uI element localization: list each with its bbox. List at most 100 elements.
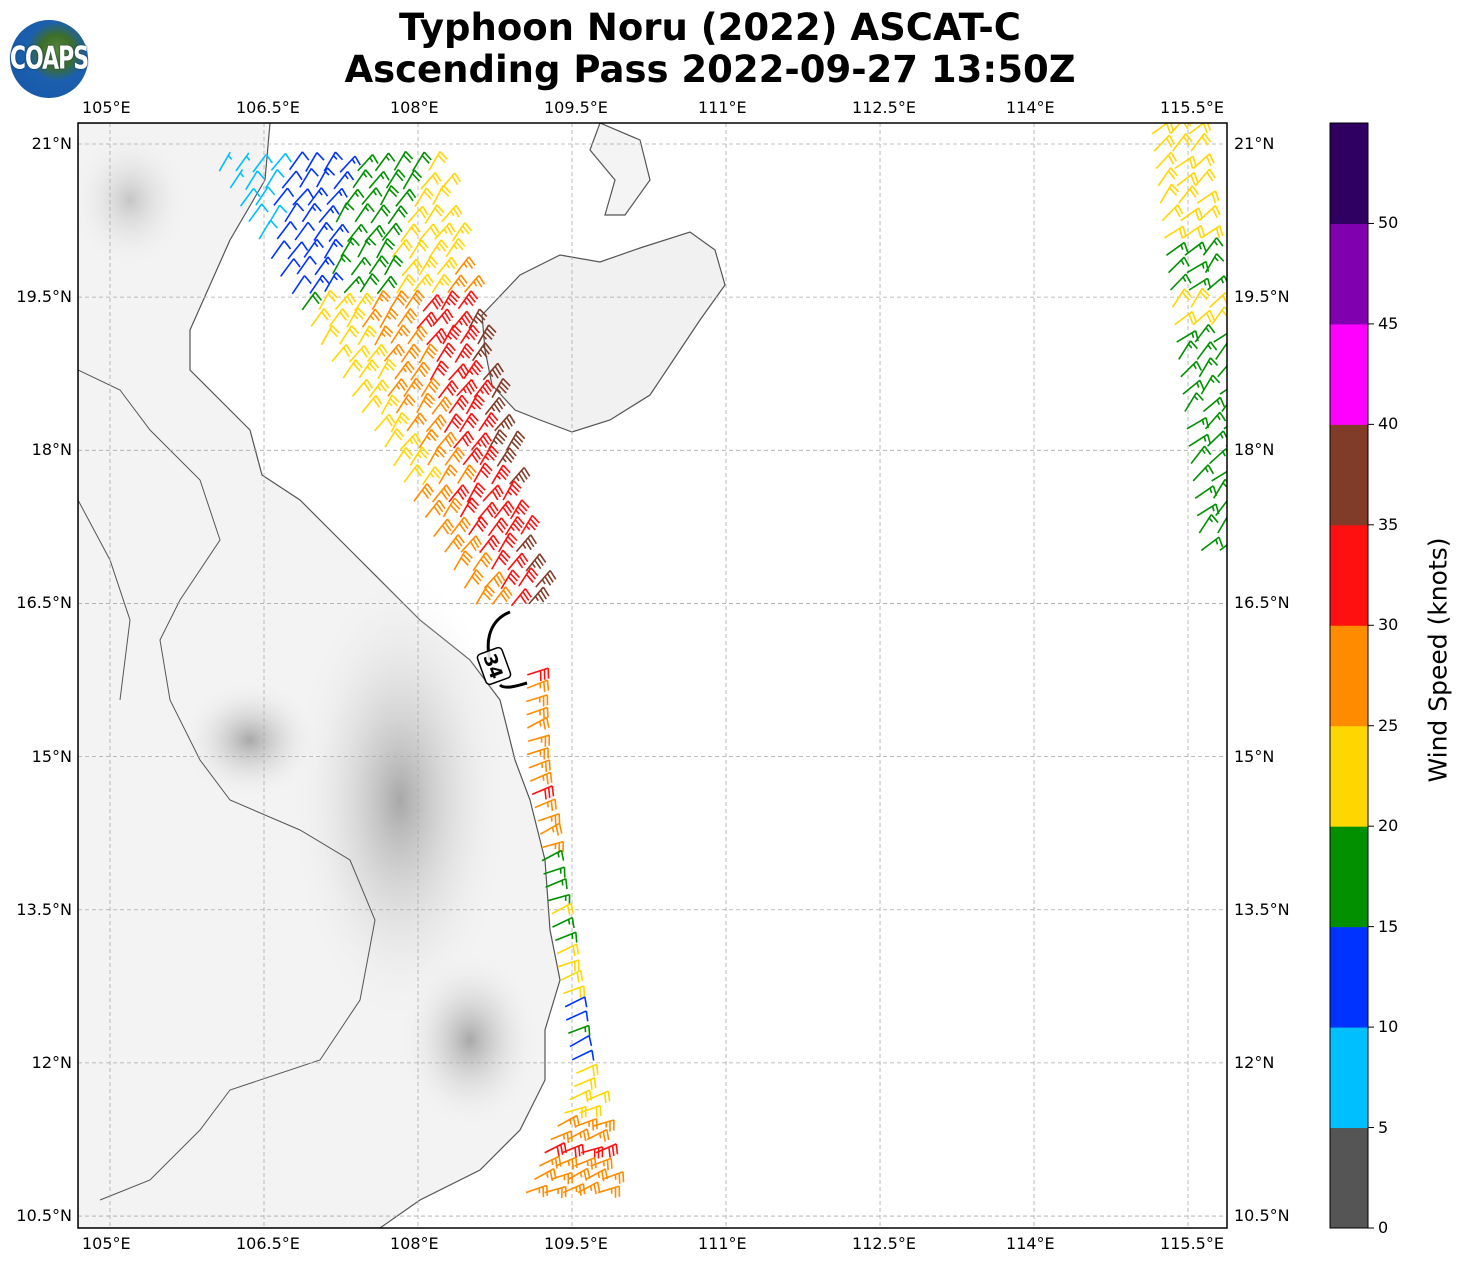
wind-barb [424, 499, 446, 518]
wind-barb [475, 584, 496, 605]
wind-barb [248, 203, 269, 223]
wind-barb [421, 466, 443, 486]
wind-barb [273, 187, 295, 206]
wind-barb [527, 667, 550, 682]
lon-tick-bottom: 106.5°E [236, 1234, 300, 1253]
wind-barb [431, 396, 453, 415]
wind-barb [428, 239, 449, 259]
wind-barb [361, 395, 383, 414]
wind-barb [541, 840, 565, 854]
wind-barb [592, 1119, 615, 1132]
wind-barb [374, 152, 396, 172]
wind-barb [1161, 204, 1184, 222]
wind-barb [500, 569, 521, 590]
wind-barb [389, 290, 409, 310]
wind-barb [444, 446, 465, 466]
wind-barb [459, 324, 480, 344]
wind-barb [301, 202, 322, 223]
wind-barb [452, 430, 475, 449]
lat-tick-right: 12°N [1234, 1052, 1275, 1072]
wind-barb [491, 377, 511, 399]
wind-barb [478, 412, 499, 432]
wind-barb [394, 360, 415, 380]
wind-barb [552, 916, 575, 929]
wind-barb [1163, 225, 1187, 239]
wind-barb [479, 445, 499, 466]
wind-barb [1196, 341, 1218, 360]
wind-barb [482, 484, 504, 502]
wind-barb [565, 1010, 589, 1022]
wind-barb [1190, 133, 1212, 152]
wind-barb [555, 1156, 578, 1170]
wind-barb [491, 464, 511, 485]
wind-barb [577, 1181, 601, 1195]
wind-barb [1171, 288, 1192, 308]
wind-barb [307, 187, 329, 206]
wind-barb [445, 237, 466, 258]
wind-barb [1213, 329, 1227, 343]
wind-barb [448, 363, 470, 381]
wind-barb [429, 360, 449, 381]
wind-barb [281, 170, 303, 189]
wind-barb [422, 293, 444, 312]
wind-barb [454, 343, 475, 363]
wind-barb [431, 484, 453, 503]
wind-barb [287, 241, 309, 260]
wind-barb [434, 222, 456, 240]
wind-barb [318, 205, 340, 223]
wind-barb [448, 394, 469, 414]
wind-barb [393, 150, 414, 171]
wind-barb [1198, 205, 1221, 222]
wind-barb [315, 167, 336, 188]
wind-barb [1159, 183, 1180, 204]
wind-barbs [218, 123, 1227, 1199]
wind-barb [1211, 468, 1227, 482]
wind-barb [258, 219, 279, 240]
wind-barb [377, 358, 397, 380]
wind-barb [528, 759, 551, 772]
wind-barb [557, 959, 580, 972]
lat-tick-left: 18°N [31, 440, 72, 460]
wind-barb [408, 239, 429, 259]
wind-barb [374, 325, 394, 346]
wind-barb [380, 394, 400, 415]
wind-barb [487, 517, 509, 537]
wind-barb [1180, 360, 1203, 378]
wind-barb [346, 307, 366, 328]
wind-barb [451, 222, 473, 242]
wind-barb [509, 466, 531, 485]
lon-tick-bottom: 112.5°E [852, 1234, 916, 1253]
wind-barb [264, 169, 285, 189]
wind-barb [352, 169, 373, 189]
wind-barb [410, 361, 431, 381]
wind-barb [1213, 478, 1227, 499]
wind-barb [343, 276, 366, 294]
wind-barb [601, 1171, 625, 1184]
wind-barb [1176, 171, 1199, 187]
colorbar-tick: 50 [1378, 213, 1399, 233]
wind-barb [367, 343, 389, 363]
colorbar-tick: 20 [1378, 816, 1399, 836]
wind-barb [428, 150, 448, 171]
wind-barb [393, 447, 414, 467]
lon-tick-bottom: 108°E [390, 1234, 439, 1253]
wind-barb [413, 483, 434, 502]
wind-barb [387, 378, 409, 397]
wind-barb [443, 413, 464, 433]
wind-barb [436, 342, 456, 363]
wind-barb [305, 152, 325, 172]
wind-barb [479, 534, 500, 554]
wind-barb [556, 943, 580, 957]
wind-barb [574, 1156, 597, 1170]
wind-barb [368, 170, 390, 189]
wind-barb [324, 272, 344, 293]
wind-barb [376, 275, 398, 295]
wind-barb [1188, 123, 1212, 135]
wind-barb [245, 170, 265, 191]
wind-barb [379, 307, 399, 328]
wind-barb [235, 152, 251, 172]
wind-barb [340, 237, 360, 258]
wind-barb [437, 380, 459, 399]
wind-barb [359, 273, 380, 293]
